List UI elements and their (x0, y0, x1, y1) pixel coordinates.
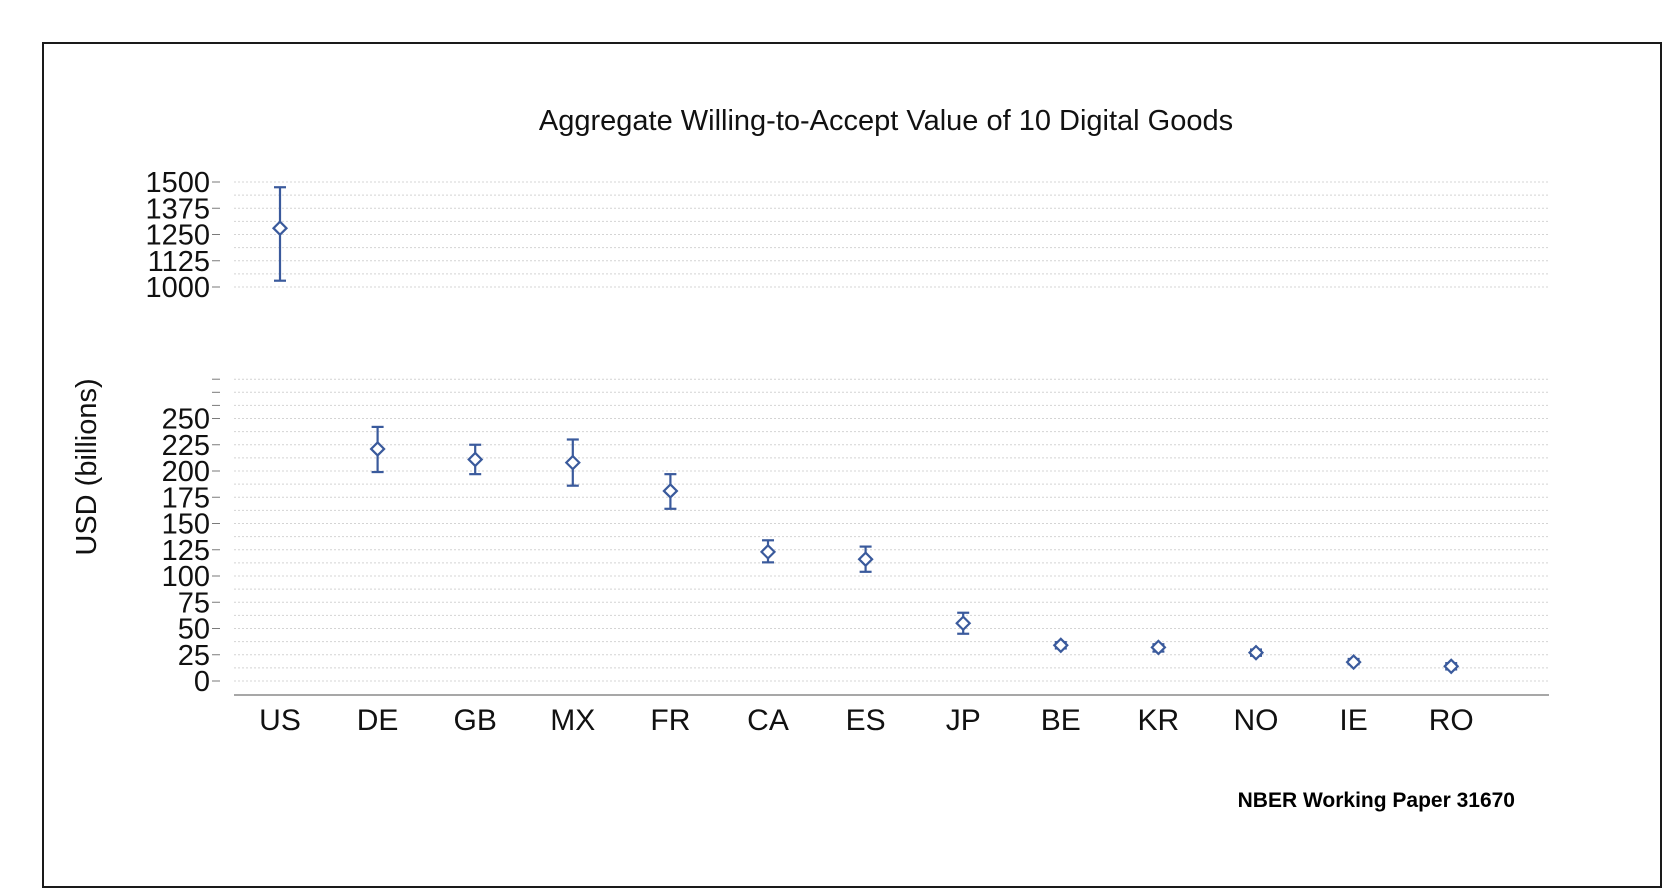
mark-layer (271, 186, 1460, 675)
y-tick-label: 1000 (145, 272, 210, 304)
point-marker (857, 551, 874, 568)
y-tick-label: 250 (162, 404, 210, 436)
point-marker (1150, 639, 1167, 656)
point-marker (467, 451, 484, 468)
point-marker (1247, 644, 1265, 661)
point-marker (369, 440, 386, 458)
point-marker (662, 482, 679, 500)
x-tick-label: US (259, 704, 301, 737)
x-tick-label: GB (454, 704, 497, 737)
y-axis-label: USD (billions) (71, 378, 103, 555)
point-marker (955, 615, 972, 632)
y-tick-label: 175 (162, 482, 210, 514)
x-tick-label: ES (846, 704, 886, 737)
point-marker (1443, 658, 1460, 675)
y-tick-label: 1125 (148, 246, 210, 278)
y-tick-label: 100 (162, 561, 210, 593)
y-tick-label: 150 (162, 509, 210, 541)
point-marker (1345, 654, 1362, 671)
y-tick-label: 50 (178, 614, 210, 646)
y-tick-label: 1500 (145, 167, 210, 199)
x-tick-label: IE (1339, 704, 1367, 737)
point-marker (759, 543, 777, 560)
x-tick-label: RO (1429, 704, 1474, 737)
y-tick-label: 0 (194, 666, 210, 698)
x-tick-label: NO (1234, 704, 1279, 737)
x-tick-label: BE (1041, 704, 1081, 737)
source-note: NBER Working Paper 31670 (1238, 789, 1515, 812)
y-tick-label: 1250 (145, 220, 210, 252)
x-tick-label: MX (550, 704, 595, 737)
y-tick-label: 200 (162, 456, 210, 488)
y-tick-label: 75 (178, 587, 210, 619)
y-tick-label: 225 (162, 430, 210, 462)
figure-frame: 0 25 50 75 100 125 150 175 200 225 250 1000 1125 1250… (42, 42, 1662, 888)
point-marker (271, 220, 289, 237)
y-tick-label: 125 (162, 535, 210, 567)
point-marker (564, 454, 581, 471)
grid-layer (234, 181, 1549, 682)
x-tick-label: JP (946, 704, 981, 737)
x-tick-label: CA (747, 704, 789, 737)
point-marker (1052, 637, 1069, 654)
x-tick-label: FR (650, 704, 690, 737)
chart-title: Aggregate Willing-to-Accept Value of 10 … (539, 105, 1233, 137)
x-tick-label: DE (357, 704, 399, 737)
x-tick-label: KR (1138, 704, 1180, 737)
y-tick-label: 25 (178, 640, 210, 672)
y-tick-label: 1375 (145, 193, 210, 225)
